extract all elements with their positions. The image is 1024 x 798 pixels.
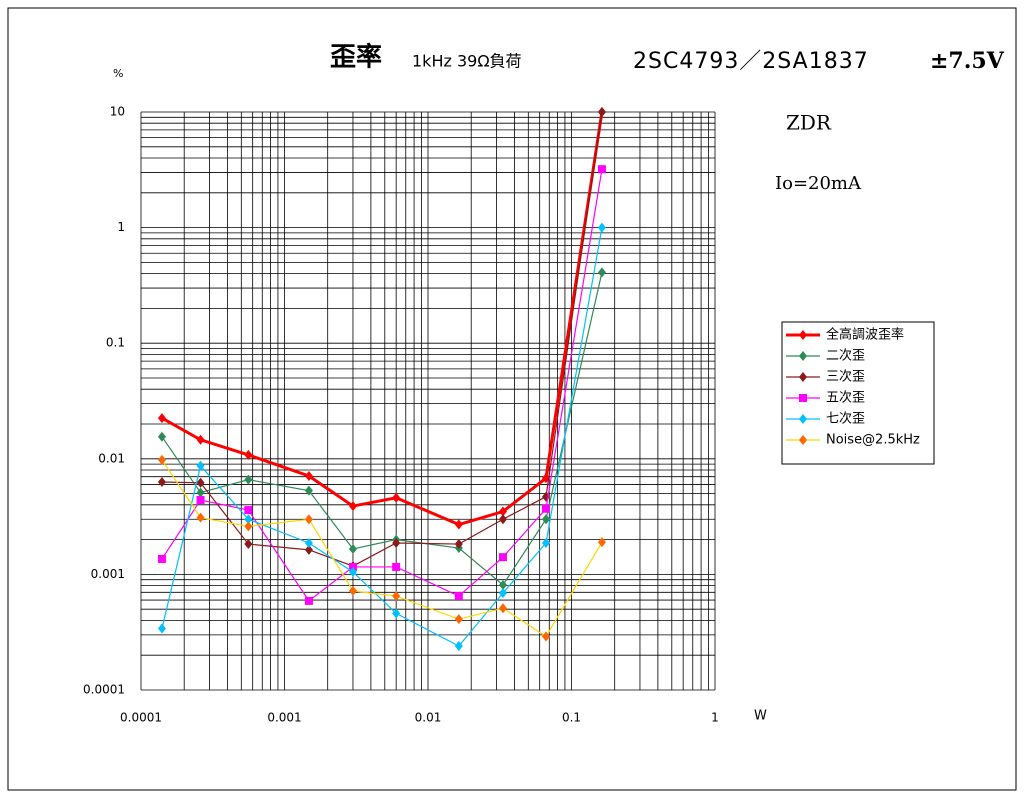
y-tick-label: 1	[117, 220, 125, 234]
chart-title: 歪率	[330, 42, 382, 73]
data-point	[244, 449, 253, 460]
data-point	[454, 539, 463, 550]
data-point	[157, 413, 166, 424]
data-point	[541, 514, 550, 525]
legend-label: 二次歪	[826, 348, 865, 364]
data-point	[196, 487, 205, 498]
legend-label: 七次歪	[826, 411, 865, 427]
legend-marker	[799, 435, 807, 445]
y-tick-label: 0.0001	[83, 683, 125, 697]
data-point	[348, 562, 357, 571]
x-tick-label: 0.1	[562, 711, 581, 725]
data-point	[597, 107, 606, 117]
data-point	[498, 514, 507, 525]
legend-marker	[799, 330, 807, 340]
data-point	[348, 566, 357, 577]
data-point	[196, 460, 205, 471]
data-point	[454, 614, 463, 625]
legend-marker	[799, 351, 807, 361]
data-point	[244, 521, 253, 532]
data-point	[304, 470, 313, 481]
data-point	[597, 222, 606, 233]
series-line	[161, 169, 603, 602]
legend-label: 五次歪	[826, 390, 865, 406]
data-point	[597, 267, 606, 278]
data-point	[304, 514, 313, 525]
data-point	[157, 431, 166, 442]
data-point	[157, 454, 166, 465]
data-point	[348, 501, 357, 512]
series-line	[161, 272, 603, 586]
data-point	[498, 506, 507, 517]
data-point	[348, 543, 357, 554]
annotation: Io=20mA	[775, 173, 862, 194]
data-point	[597, 165, 606, 174]
x-tick-label: 0.001	[267, 711, 301, 725]
data-point	[392, 608, 401, 619]
y-tick-label: 0.1	[106, 336, 125, 350]
data-point	[597, 537, 606, 548]
data-point	[304, 596, 313, 605]
series-line	[161, 111, 604, 527]
legend-marker	[799, 394, 807, 402]
data-point	[541, 504, 550, 513]
chart-subtitle: 1kHz 39Ω負荷	[412, 52, 522, 71]
data-point	[304, 485, 313, 496]
y-axis-label: %	[113, 67, 123, 80]
y-tick-label: 0.01	[98, 451, 125, 465]
data-point	[454, 641, 463, 652]
data-point	[244, 506, 253, 515]
legend-marker	[799, 414, 807, 424]
data-point	[392, 537, 401, 548]
series-line	[161, 227, 603, 647]
data-point	[498, 579, 507, 590]
data-point	[304, 537, 313, 548]
annotation: ZDR	[786, 111, 832, 135]
data-point	[498, 553, 507, 562]
legend-marker	[799, 372, 807, 382]
data-point	[541, 631, 550, 642]
data-point	[196, 512, 205, 523]
data-point	[157, 554, 166, 563]
series-line	[161, 111, 603, 567]
data-point	[392, 492, 401, 503]
y-tick-label: 0.001	[91, 567, 125, 581]
legend-label: 三次歪	[826, 369, 865, 385]
data-point	[392, 591, 401, 602]
x-axis-label: W	[754, 709, 767, 724]
data-point	[157, 623, 166, 634]
annotation: 2SC4793／2SA1837	[633, 49, 869, 74]
data-point	[498, 603, 507, 614]
annotation: ±7.5V	[930, 48, 1005, 74]
data-point	[196, 496, 205, 505]
y-tick-label: 10	[110, 105, 125, 119]
series-line	[161, 459, 603, 638]
data-point	[392, 562, 401, 571]
data-point	[348, 585, 357, 596]
legend-label: Noise@2.5kHz	[826, 433, 920, 448]
data-point	[196, 434, 205, 445]
x-tick-label: 0.01	[415, 711, 442, 725]
legend-label: 全高調波歪率	[826, 327, 904, 343]
x-tick-label: 0.0001	[120, 711, 162, 725]
data-point	[244, 514, 253, 525]
data-point	[244, 539, 253, 550]
x-tick-label: 1	[711, 711, 719, 725]
data-point	[157, 476, 166, 487]
data-point	[541, 537, 550, 548]
data-point	[196, 477, 205, 488]
data-point	[454, 592, 463, 601]
data-point	[498, 588, 507, 599]
data-point	[244, 474, 253, 485]
data-point	[454, 519, 463, 530]
data-point	[304, 544, 313, 555]
